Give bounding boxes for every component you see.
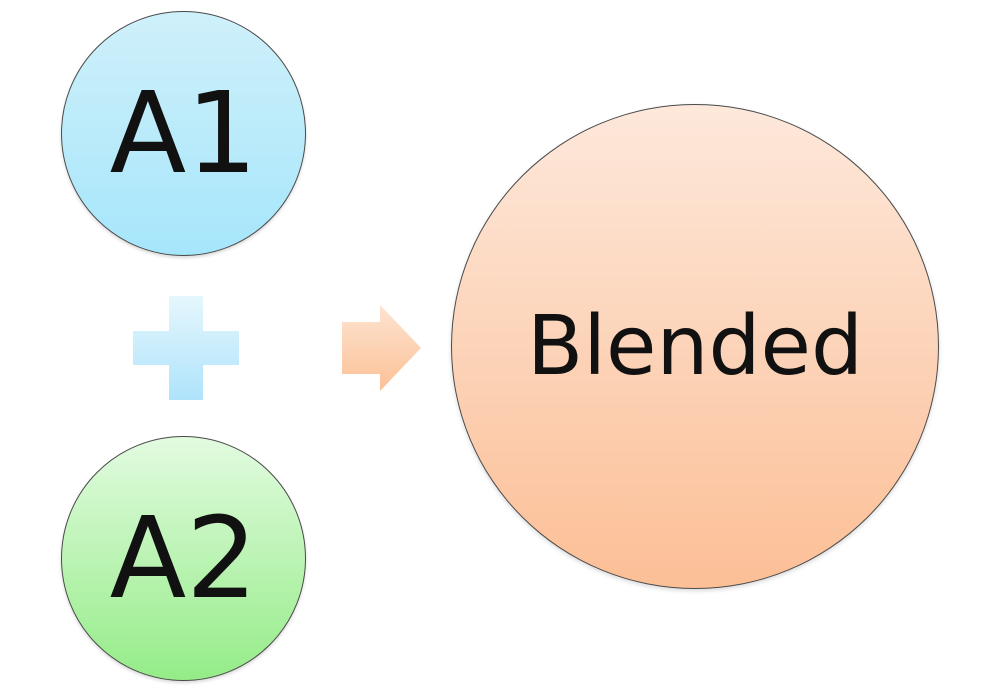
- output-node-blended-label: Blended: [526, 298, 863, 394]
- plus-icon: [133, 296, 239, 400]
- input-node-a1-label: A1: [109, 68, 258, 199]
- input-node-a2-label: A2: [109, 493, 258, 624]
- output-node-blended: Blended: [451, 104, 939, 589]
- right-arrow-icon: [342, 305, 421, 391]
- input-node-a1: A1: [61, 11, 306, 256]
- input-node-a2: A2: [61, 436, 306, 681]
